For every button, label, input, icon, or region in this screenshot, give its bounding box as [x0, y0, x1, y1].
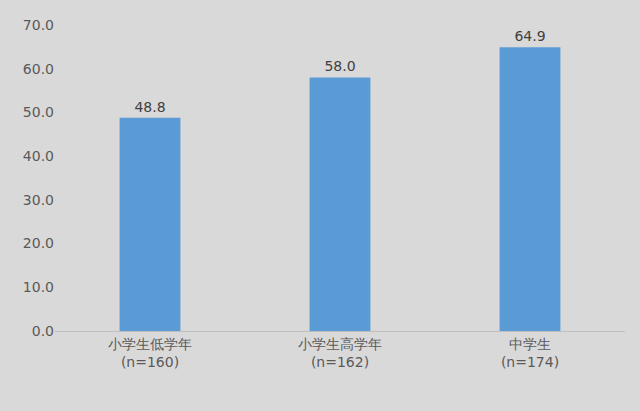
svg-text:60.0: 60.0 [23, 61, 54, 77]
svg-text:20.0: 20.0 [23, 235, 54, 251]
svg-text:58.0: 58.0 [324, 58, 355, 74]
svg-text:64.9: 64.9 [514, 28, 545, 44]
svg-text:中学生(n=174): 中学生(n=174) [501, 336, 559, 370]
svg-text:40.0: 40.0 [23, 148, 54, 164]
svg-text:0.0: 0.0 [32, 323, 54, 339]
svg-text:30.0: 30.0 [23, 192, 54, 208]
svg-text:小学生高学年(n=162): 小学生高学年(n=162) [298, 336, 382, 370]
svg-text:48.8: 48.8 [134, 99, 165, 115]
svg-text:10.0: 10.0 [23, 279, 54, 295]
svg-text:50.0: 50.0 [23, 104, 54, 120]
svg-text:70.0: 70.0 [23, 17, 54, 33]
svg-text:小学生低学年(n=160): 小学生低学年(n=160) [108, 336, 192, 370]
